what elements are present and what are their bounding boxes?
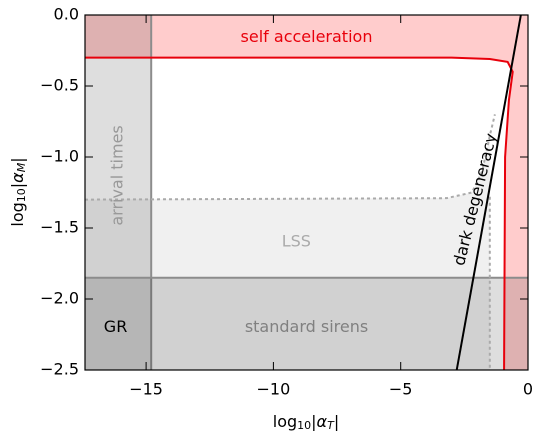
annotation: self acceleration [241, 27, 373, 46]
band [85, 15, 152, 370]
label-part: log [8, 202, 27, 226]
label-part: 10 [15, 188, 28, 202]
label-part: T [327, 419, 335, 432]
label-part: log [273, 412, 297, 431]
annotation: standard sirens [245, 317, 368, 336]
x-tick-label: −5 [389, 380, 413, 399]
y-tick-label: −1.5 [40, 218, 79, 237]
y-tick-label: −2.0 [40, 289, 79, 308]
y-tick-label: −2.5 [40, 360, 79, 379]
plot-frame [84, 14, 529, 371]
x-tick-label: −10 [257, 380, 291, 399]
curve [84, 114, 496, 201]
label-part: | [8, 157, 27, 162]
annotation: arrival times [108, 125, 127, 225]
annotation: LSS [282, 232, 311, 251]
y-axis-label: log10|αM| [8, 157, 29, 226]
self-acceleration-region [85, 15, 528, 370]
y-tick-label: −1.0 [40, 147, 79, 166]
y-tick-label: 0.0 [54, 5, 79, 24]
curve [85, 56, 514, 371]
label-part: | [334, 412, 339, 431]
x-tick-label: 0 [523, 380, 533, 399]
label-part: 10 [297, 419, 311, 432]
label-part: M [15, 162, 28, 172]
curve [455, 14, 522, 371]
y-tick-label: −0.5 [40, 76, 79, 95]
lss-region [85, 135, 490, 370]
label-part: |α [8, 172, 27, 188]
x-axis-label: log10|αT| [273, 412, 339, 433]
band [85, 277, 528, 370]
x-tick-label: −15 [129, 380, 163, 399]
label-part: |α [311, 412, 327, 431]
annotation: GR [104, 317, 128, 336]
